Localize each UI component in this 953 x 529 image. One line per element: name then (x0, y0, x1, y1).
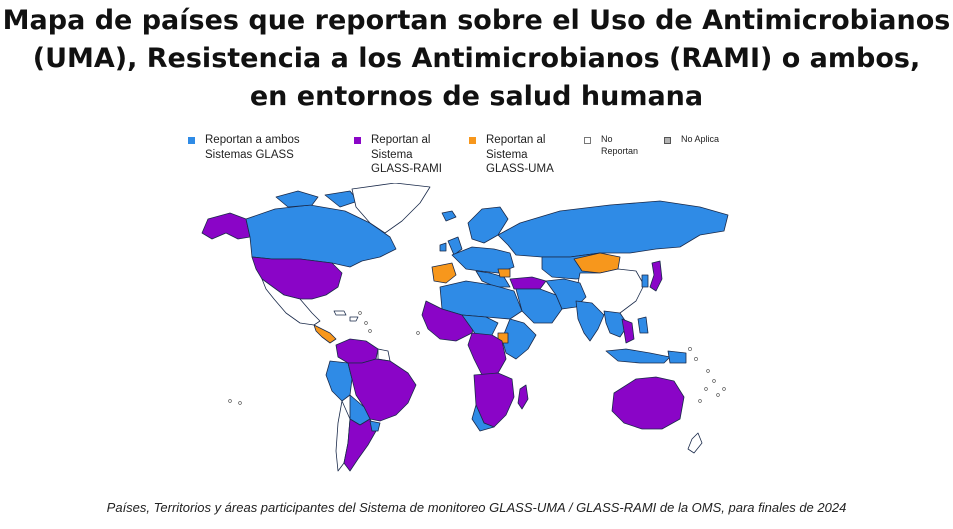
small-islands (228, 311, 726, 405)
region-se-asia-2 (621, 318, 635, 344)
page-title: Mapa de países que reportan sobre el Uso… (0, 2, 953, 116)
legend-swatch-no-report (584, 137, 591, 144)
region-caribbean-2 (349, 316, 359, 322)
region-iberia (431, 262, 457, 284)
region-indonesia (605, 348, 671, 364)
region-australia (611, 376, 685, 430)
region-caribbean-1 (333, 310, 347, 316)
region-uruguay (369, 420, 381, 432)
region-peru (325, 360, 353, 402)
region-png (667, 350, 687, 364)
region-iceland (441, 210, 457, 222)
region-ireland (439, 242, 447, 252)
legend-label-not-applicable: No Aplica (681, 134, 720, 144)
legend-swatch-both (188, 137, 195, 144)
legend-item-both: Reportan a ambos Sistemas GLASS (188, 133, 300, 162)
region-greenland (351, 182, 431, 234)
region-madagascar (517, 384, 529, 410)
title-line-3: en entornos de salud humana (249, 81, 704, 112)
title-line-1: Mapa de países que reportan sobre el Uso… (2, 5, 951, 36)
title-line-2: (UMA), Resistencia a los Antimicrobianos… (32, 43, 921, 74)
region-middle-east (515, 288, 563, 324)
region-scandinavia (467, 206, 509, 244)
region-japan (649, 260, 663, 292)
legend-label-uma: Reportan al Sistema GLASS-UMA (486, 134, 554, 175)
region-alaska (201, 212, 251, 240)
region-colombia-venezuela (335, 338, 379, 364)
legend-label-no-report: No Reportan (601, 134, 639, 156)
region-india (575, 300, 605, 342)
region-russia (497, 200, 729, 258)
legend-item-uma: Reportan al Sistema GLASS-UMA (469, 133, 554, 177)
legend-swatch-rami (354, 137, 361, 144)
legend-label-rami: Reportan al Sistema GLASS-RAMI (371, 134, 442, 175)
map-legend: Reportan a ambos Sistemas GLASS Reportan… (188, 133, 748, 183)
region-new-zealand (687, 432, 703, 454)
region-philippines (637, 316, 649, 334)
legend-swatch-uma (469, 137, 476, 144)
figure-caption: Países, Territorios y áreas participante… (106, 500, 847, 515)
legend-item-not-applicable: No Aplica (664, 133, 719, 145)
region-central-america (313, 324, 337, 344)
region-south-africa (471, 404, 495, 432)
region-usa (251, 256, 343, 300)
legend-item-rami: Reportan al Sistema GLASS-RAMI (354, 133, 442, 177)
region-canada-arctic (275, 190, 319, 208)
region-uk (447, 236, 463, 256)
region-west-europe (451, 246, 515, 274)
legend-label-both: Reportan a ambos Sistemas GLASS (205, 134, 300, 161)
region-west-africa (421, 300, 477, 342)
world-map (180, 182, 740, 473)
region-brazil (347, 358, 417, 422)
world-map-svg (201, 182, 729, 472)
region-italy-balkans (475, 270, 511, 288)
region-korea (641, 274, 649, 288)
region-turkey (509, 276, 547, 290)
region-argentina (343, 418, 377, 472)
legend-item-no-report: No Reportan (584, 133, 638, 157)
legend-swatch-not-applicable (664, 137, 671, 144)
region-balkans-uma (497, 268, 511, 278)
region-se-asia (603, 310, 629, 338)
